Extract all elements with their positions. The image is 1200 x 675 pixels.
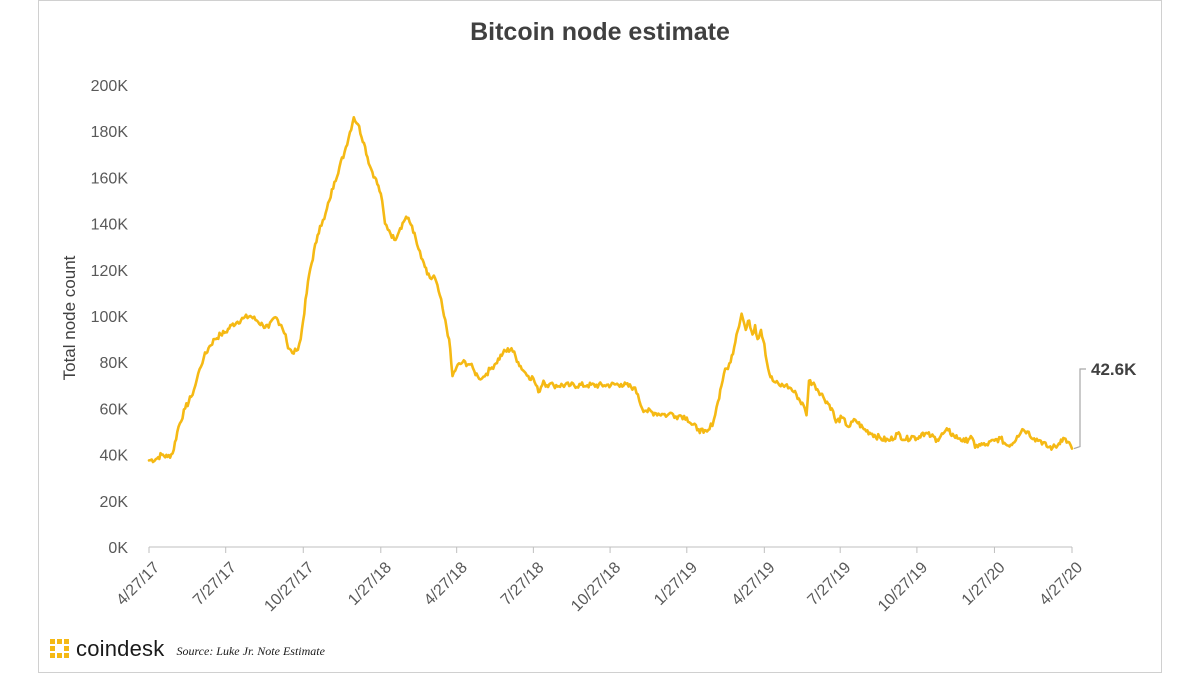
x-tick-label: 1/27/18 bbox=[345, 559, 395, 609]
x-tick-label: 10/27/17 bbox=[261, 559, 317, 615]
footer: coindesk Source: Luke Jr. Note Estimate bbox=[50, 634, 325, 664]
y-tick-label: 20K bbox=[100, 494, 129, 511]
y-tick-label: 200K bbox=[91, 78, 129, 95]
series-line-total-node-count bbox=[147, 116, 1074, 464]
x-tick-labels: 4/27/17 7/27/17 10/27/17 1/27/18 4/27/18 7/27… bbox=[113, 559, 1086, 615]
x-tick-label: 10/27/19 bbox=[875, 559, 931, 615]
callout-leader-line bbox=[1073, 368, 1086, 450]
x-tick-label: 7/27/18 bbox=[498, 559, 548, 609]
y-tick-label: 140K bbox=[91, 217, 129, 234]
brand-name: coindesk bbox=[76, 636, 165, 661]
source-note: Source: Luke Jr. Note Estimate bbox=[176, 643, 325, 658]
x-tick-label: 10/27/18 bbox=[568, 559, 624, 615]
y-axis-label: Total node count bbox=[60, 255, 79, 380]
x-tick-label: 4/27/20 bbox=[1036, 559, 1086, 609]
chart-title: Bitcoin node estimate bbox=[470, 18, 730, 46]
y-tick-labels: 0K 20K 40K 60K 80K 100K 120K 140K 160K 180K 200K bbox=[91, 78, 129, 557]
x-tick-label: 4/27/18 bbox=[421, 559, 471, 609]
coindesk-logo-icon bbox=[50, 639, 70, 659]
x-tick-label: 7/27/17 bbox=[190, 559, 240, 609]
y-tick-label: 120K bbox=[91, 263, 129, 280]
y-tick-label: 60K bbox=[100, 401, 129, 418]
y-tick-label: 80K bbox=[100, 355, 129, 372]
x-tick-label: 7/27/19 bbox=[805, 559, 855, 609]
y-tick-label: 0K bbox=[108, 540, 128, 557]
y-tick-label: 40K bbox=[100, 448, 129, 465]
chart-frame bbox=[38, 0, 1162, 673]
callout-label: 42.6K bbox=[1091, 360, 1137, 379]
x-tick-label: 1/27/20 bbox=[959, 559, 1009, 609]
x-tick-marks bbox=[148, 547, 1073, 553]
y-tick-label: 100K bbox=[91, 309, 129, 326]
x-tick-label: 1/27/19 bbox=[651, 559, 701, 609]
x-tick-label: 4/27/19 bbox=[729, 559, 779, 609]
y-tick-label: 180K bbox=[91, 124, 129, 141]
y-tick-label: 160K bbox=[91, 170, 129, 187]
x-tick-label: 4/27/17 bbox=[113, 559, 163, 609]
